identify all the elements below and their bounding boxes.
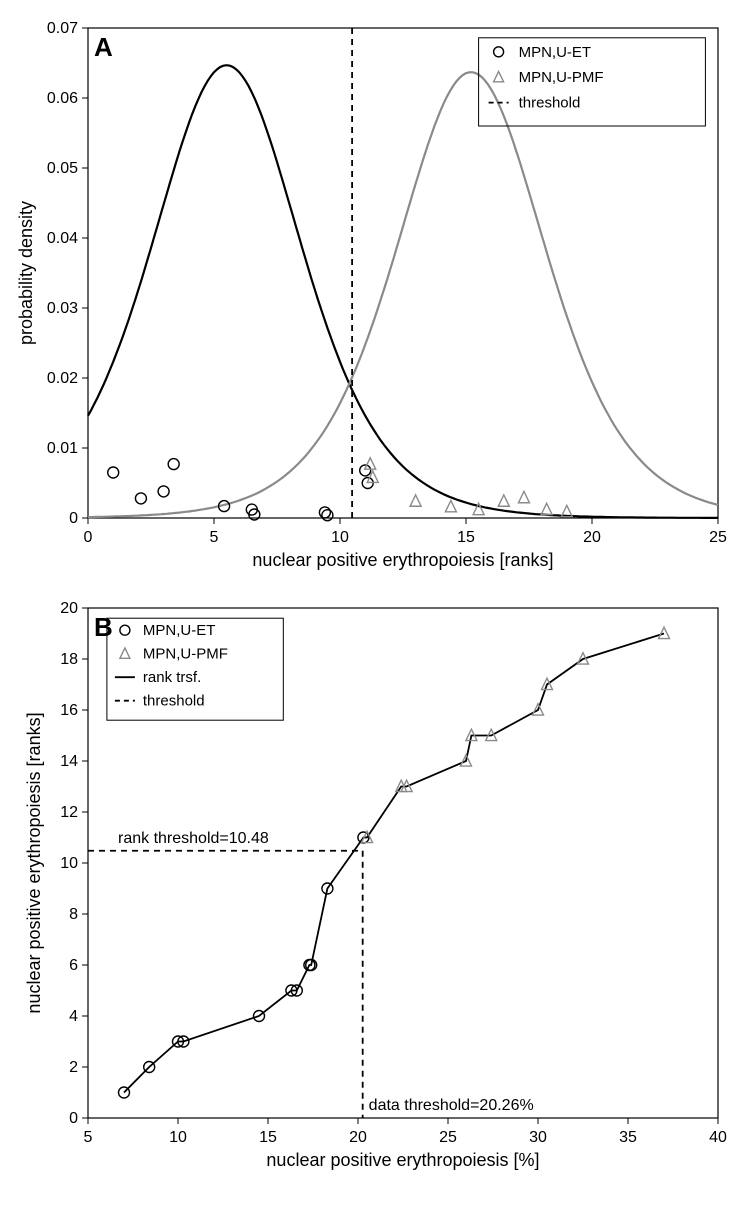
xtick-label: 40	[709, 1129, 727, 1146]
panel-b: 5 10 15 20 25 30 35 40 0 2 4 6 8 10 12 14 16 18 20 nuclear …	[10, 590, 739, 1180]
density-curve	[88, 65, 718, 518]
panel-b-svg: 5 10 15 20 25 30 35 40 0 2 4 6 8 10 12 14 16 18 20 nuclear …	[10, 590, 739, 1180]
xtick-label: 15	[457, 529, 475, 546]
legend-label: MPN,U-ET	[143, 622, 216, 639]
legend-label: threshold	[143, 693, 205, 710]
marker-circle	[360, 465, 371, 476]
legend-marker-circle	[494, 47, 504, 57]
marker-triangle	[518, 491, 529, 502]
marker-circle	[108, 467, 119, 478]
panel-a-svg: 0 5 10 15 20 25 0 0.01 0.02 0.03 0.04 0.05 0.06 0.07 n…	[10, 10, 739, 570]
plot-area-a	[88, 28, 718, 518]
figure-container: 051015202500.010.020.030.040.050.060.07n…	[10, 10, 739, 1180]
ytick-label: 20	[60, 600, 78, 617]
ylabel-a: probability density	[16, 201, 36, 345]
ytick-label: 0.07	[47, 20, 78, 37]
ylabel-b: nuclear positive erythropoiesis [ranks]	[24, 712, 44, 1013]
ytick-label: 0.01	[47, 440, 78, 457]
xtick-label: 0	[84, 529, 93, 546]
xtick-label: 15	[259, 1129, 277, 1146]
ytick-label: 8	[69, 906, 78, 923]
marker-triangle	[498, 495, 509, 506]
xlabel-b: nuclear positive erythropoiesis [%]	[266, 1150, 539, 1170]
marker-triangle	[494, 71, 504, 81]
ytick-label: 6	[69, 957, 78, 974]
legend-marker-triangle	[120, 648, 130, 658]
xlabel-a: nuclear positive erythropoiesis [ranks]	[252, 550, 553, 570]
ytick-label: 2	[69, 1059, 78, 1076]
marker-triangle	[410, 495, 421, 506]
xtick-label: 5	[84, 1129, 93, 1146]
xtick-label: 35	[619, 1129, 637, 1146]
ytick-label: 0.05	[47, 160, 78, 177]
ytick-label: 0	[69, 510, 78, 527]
xtick-label: 25	[439, 1129, 457, 1146]
ytick-label: 18	[60, 651, 78, 668]
xtick-label: 10	[331, 529, 349, 546]
rank-threshold-label: rank threshold=10.48	[118, 830, 269, 847]
legend-label: threshold	[519, 95, 581, 112]
marker-circle	[135, 493, 146, 504]
panel-a: 0 5 10 15 20 25 0 0.01 0.02 0.03 0.04 0.05 0.06 0.07 n…	[10, 10, 739, 570]
ytick-label: 10	[60, 855, 78, 872]
legend-label: MPN,U-PMF	[519, 69, 604, 86]
marker-triangle	[541, 503, 552, 514]
xtick-label: 5	[210, 529, 219, 546]
ytick-label: 14	[60, 753, 78, 770]
marker-circle	[158, 486, 169, 497]
xtick-label: 30	[529, 1129, 547, 1146]
legend-label: MPN,U-PMF	[143, 646, 228, 663]
ytick-label: 0	[69, 1110, 78, 1127]
data-threshold-label: data threshold=20.26%	[369, 1097, 534, 1114]
panel-label-a: A	[94, 32, 113, 62]
legend-label: rank trsf.	[143, 669, 201, 686]
xtick-label: 20	[349, 1129, 367, 1146]
marker-triangle	[445, 500, 456, 511]
legend-marker-circle	[120, 625, 130, 635]
ytick-label: 0.04	[47, 230, 78, 247]
xtick-label: 10	[169, 1129, 187, 1146]
ytick-label: 12	[60, 804, 78, 821]
xtick-label: 20	[583, 529, 601, 546]
ytick-label: 0.02	[47, 370, 78, 387]
legend-label: MPN,U-ET	[519, 44, 592, 61]
ytick-label: 0.03	[47, 300, 78, 317]
marker-circle	[319, 507, 330, 518]
marker-circle	[322, 510, 333, 521]
ytick-label: 0.06	[47, 90, 78, 107]
rank-transform-line	[124, 634, 664, 1093]
panel-label-b: B	[94, 612, 113, 642]
xtick-label: 25	[709, 529, 727, 546]
marker-circle	[168, 459, 179, 470]
ytick-label: 16	[60, 702, 78, 719]
marker-triangle	[659, 627, 670, 638]
ytick-label: 4	[69, 1008, 78, 1025]
